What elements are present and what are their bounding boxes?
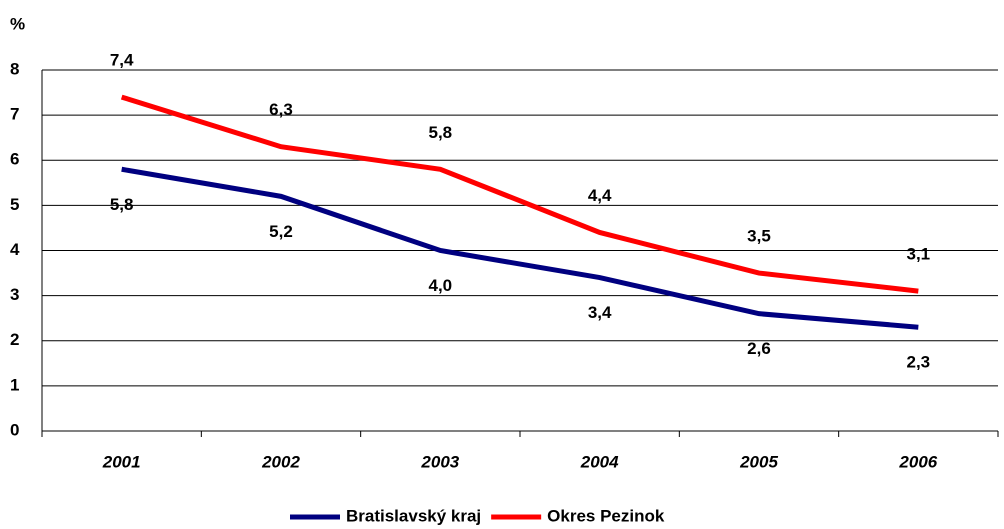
data-label: 3,5 (747, 227, 771, 246)
data-label: 4,4 (588, 186, 612, 205)
data-label: 3,4 (588, 303, 612, 322)
data-label: 3,1 (907, 245, 931, 264)
legend-label: Okres Pezinok (547, 506, 665, 525)
y-tick-label: 1 (10, 375, 19, 394)
x-tick-label: 2001 (102, 452, 141, 471)
y-axis-label: % (10, 14, 25, 33)
line (121, 166, 919, 330)
data-label: 2,3 (907, 353, 931, 372)
data-label: 6,3 (269, 100, 293, 119)
y-tick-label: 2 (10, 330, 19, 349)
y-tick-label: 6 (10, 150, 19, 169)
line (120, 94, 919, 294)
data-label: 4,0 (429, 276, 453, 295)
x-tick-label: 2004 (580, 452, 619, 471)
y-tick-label: 7 (10, 105, 19, 124)
y-tick-label: 0 (10, 420, 19, 439)
data-label: 5,8 (110, 195, 134, 214)
x-tick-label: 2005 (739, 452, 778, 471)
x-tick-label: 2002 (261, 452, 300, 471)
y-tick-label: 8 (10, 59, 19, 78)
y-tick-label: 3 (10, 285, 19, 304)
data-label: 7,4 (110, 51, 134, 70)
x-tick-label: 2003 (420, 452, 459, 471)
y-tick-label: 4 (10, 240, 20, 259)
data-label: 2,6 (747, 339, 771, 358)
data-label: 5,2 (269, 222, 293, 241)
data-label: 5,8 (429, 123, 453, 142)
legend-label: Bratislavský kraj (346, 506, 481, 525)
x-tick-label: 2006 (898, 452, 937, 471)
y-tick-label: 5 (10, 195, 19, 214)
